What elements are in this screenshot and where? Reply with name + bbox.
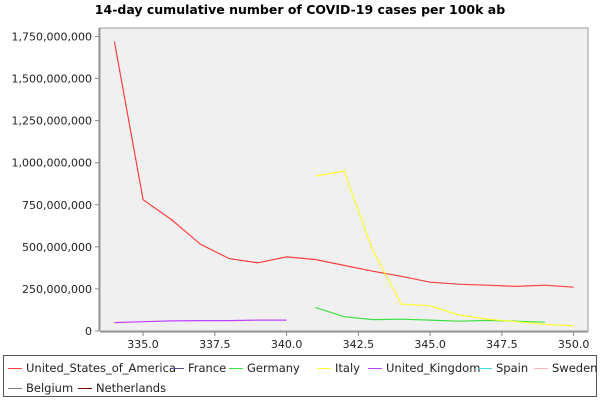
y-tick-label: 0 [85, 325, 92, 338]
legend-label: Belgium [26, 381, 74, 395]
legend-label: United_Kingdom [386, 361, 481, 375]
legend-label: Sweden [552, 361, 598, 375]
x-tick-label: 347.5 [486, 338, 518, 351]
legend-swatch [8, 368, 22, 369]
legend-swatch [368, 368, 382, 369]
x-axis: 335.0 337.5 340.0 342.5 345.0 347.5 350.0 [100, 331, 590, 351]
series-line-united-kingdom [114, 319, 287, 324]
legend-swatch [317, 368, 331, 369]
legend-item-united-states-of-america: United_States_of_America [8, 361, 176, 375]
legend-label: United_States_of_America [26, 361, 176, 375]
y-tick-label: 1,250,000,000 [12, 115, 92, 128]
x-tick-label: 337.5 [199, 338, 231, 351]
x-tick-label: 345.0 [414, 338, 446, 351]
series-layer [113, 41, 574, 327]
legend-item-belgium: Belgium [8, 381, 73, 395]
legend-swatch [170, 368, 184, 369]
legend-swatch [8, 388, 22, 389]
legend-label: Italy [335, 361, 360, 375]
legend-swatch [534, 368, 548, 369]
y-tick-label: 750,000,000 [22, 199, 92, 212]
legend-item-spain: Spain [478, 361, 528, 375]
plot-area [99, 27, 589, 332]
legend-label: Spain [496, 361, 529, 375]
chart-title: 14-day cumulative number of COVID-19 cas… [94, 2, 506, 17]
legend-item-france: France [170, 361, 226, 375]
y-axis: 0 250,000,000 500,000,000 750,000,000 1,000,… [12, 28, 100, 338]
legend-item-germany: Germany [229, 361, 300, 375]
legend-swatch [478, 368, 492, 369]
legend-label: France [188, 361, 227, 375]
x-tick-label: 350.0 [558, 338, 590, 351]
legend-swatch [229, 368, 243, 369]
y-tick-label: 1,750,000,000 [12, 30, 92, 43]
legend-item-italy: Italy [317, 361, 360, 375]
y-tick-label: 1,500,000,000 [12, 73, 92, 86]
y-tick-label: 250,000,000 [22, 283, 92, 296]
legend-label: Germany [247, 361, 300, 375]
legend-swatch [78, 388, 92, 389]
series-line-united-states-of-america [113, 41, 574, 288]
legend: United_States_of_America France Germany Ita… [3, 355, 597, 397]
legend-label: Netherlands [96, 381, 167, 395]
x-tick-label: 340.0 [271, 338, 303, 351]
x-tick-label: 342.5 [343, 338, 375, 351]
y-tick-label: 1,000,000,000 [12, 157, 92, 170]
x-tick-label: 335.0 [127, 338, 159, 351]
legend-item-united-kingdom: United_Kingdom [368, 361, 480, 375]
legend-item-sweden: Sweden [534, 361, 597, 375]
series-line-italy [315, 170, 574, 327]
y-tick-label: 500,000,000 [22, 241, 92, 254]
legend-item-netherlands: Netherlands [78, 381, 166, 395]
line-chart: 0 250,000,000 500,000,000 750,000,000 1,000,… [12, 27, 590, 351]
